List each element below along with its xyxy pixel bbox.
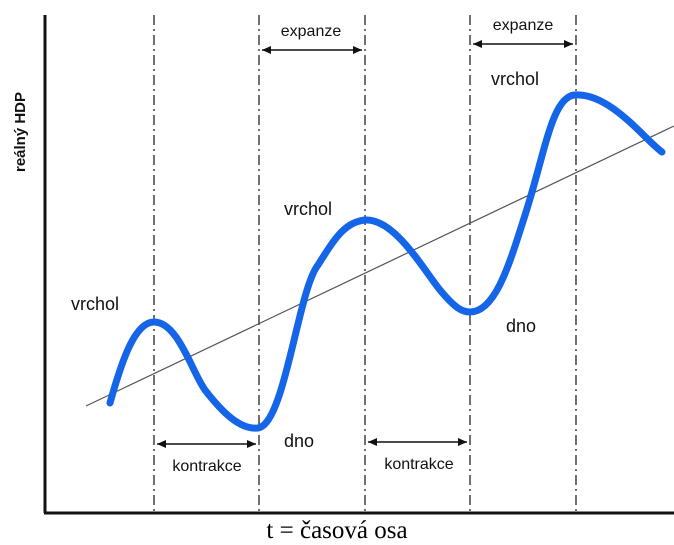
label-peak-1: vrchol: [71, 294, 119, 314]
phase-boundaries: [153, 15, 577, 513]
gdp-curve: [106, 91, 666, 432]
y-axis-label: reálný HDP: [12, 92, 29, 172]
label-trough-2: dno: [506, 316, 536, 336]
phase-label-expanze-1: expanze: [281, 23, 342, 40]
phase-label-kontrakce-2: kontrakce: [384, 456, 453, 473]
label-trough-1: dno: [284, 431, 314, 451]
label-peak-2: vrchol: [284, 199, 332, 219]
x-axis-label: t = časová osa: [266, 517, 407, 544]
phase-label-kontrakce-1: kontrakce: [172, 458, 241, 475]
phase-label-expanze-2: expanze: [493, 17, 554, 34]
label-peak-3: vrchol: [491, 69, 539, 89]
trend-line: [85, 125, 674, 407]
